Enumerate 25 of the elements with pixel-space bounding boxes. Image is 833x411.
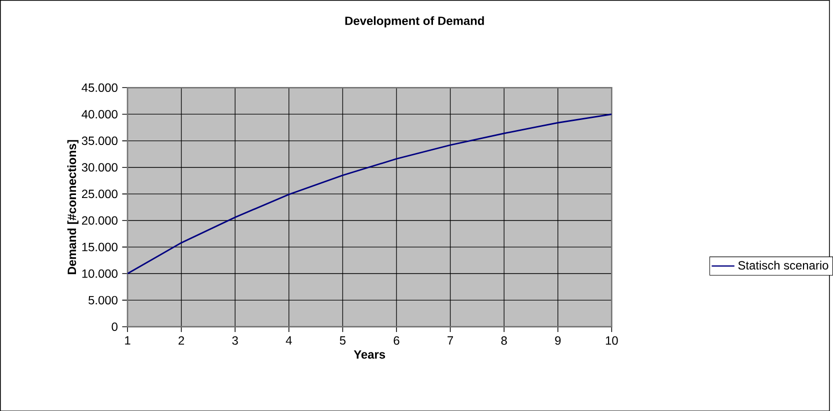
x-tick-label: 5 xyxy=(340,336,346,344)
y-tick-label: 30.000 xyxy=(82,162,118,172)
y-axis-title: Demand [#connections] xyxy=(67,140,78,274)
x-tick-label: 4 xyxy=(286,336,292,344)
y-tick-label: 10.000 xyxy=(82,269,118,278)
x-tick-label: 8 xyxy=(501,336,507,345)
x-tick-label: 6 xyxy=(394,336,400,345)
y-tick-label: 35.000 xyxy=(82,136,118,145)
x-tick-label: 2 xyxy=(178,336,184,344)
x-tick-label: 3 xyxy=(232,336,238,345)
x-axis-title: Years xyxy=(354,350,386,358)
x-tick-label: 9 xyxy=(555,336,561,345)
y-tick-label: 45.000 xyxy=(82,83,118,92)
x-tick-label: 10 xyxy=(606,336,618,345)
legend-label: Statisch scenario xyxy=(738,260,828,270)
y-tick-label: 40.000 xyxy=(82,110,118,118)
chart-title: Development of Demand xyxy=(345,16,484,28)
y-tick-label: 5.000 xyxy=(88,296,118,304)
y-tick-label: 0 xyxy=(112,322,118,331)
x-tick-label: 1 xyxy=(125,336,130,344)
y-tick-label: 15.000 xyxy=(82,242,118,252)
line-series xyxy=(128,113,612,274)
y-tick-label: 20.000 xyxy=(82,216,118,225)
y-tick-label: 25.000 xyxy=(82,189,118,198)
x-tick-label: 7 xyxy=(448,336,454,344)
